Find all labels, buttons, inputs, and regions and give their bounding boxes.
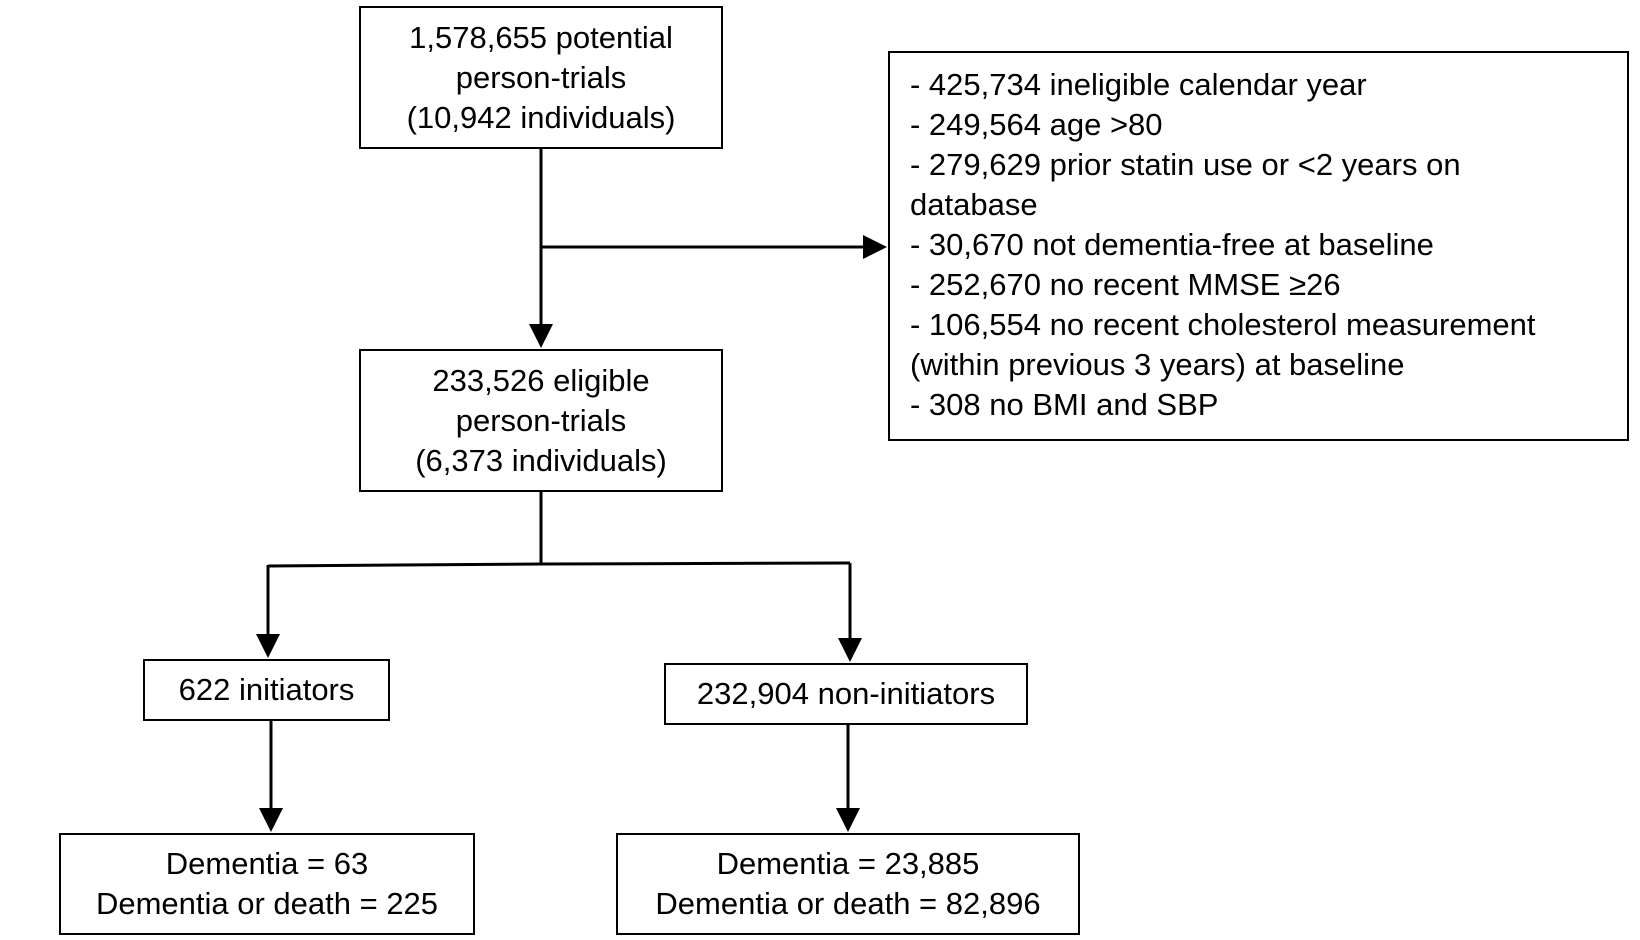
exclusion-item: - 249,564 age >80 <box>910 107 1163 142</box>
initiators-outcomes-box: Dementia = 63 Dementia or death = 225 <box>59 833 475 935</box>
split-bar-line <box>267 561 851 568</box>
eligible-person-trials-box: 233,526 eligible person-trials (6,373 in… <box>359 349 723 492</box>
exclusion-item: - 252,670 no recent MMSE ≥26 <box>910 267 1341 302</box>
exclusion-item: - 425,734 ineligible calendar year <box>910 67 1367 102</box>
initiators-text: 622 initiators <box>178 672 355 707</box>
exclusion-item: - 279,629 prior statin use or <2 years o… <box>910 147 1461 182</box>
non-initiators-box: 232,904 non-initiators <box>664 663 1028 725</box>
initiators-dementia-text: Dementia = 63 <box>165 846 369 881</box>
eligible-unit-text: person-trials <box>455 402 627 438</box>
eligible-individuals-text: (6,373 individuals) <box>415 442 667 478</box>
initiators-dementia-or-death-text: Dementia or death = 225 <box>95 886 439 921</box>
exclusion-item: database <box>910 187 1038 222</box>
initiators-box: 622 initiators <box>143 659 390 721</box>
exclusion-criteria-box: - 425,734 ineligible calendar year - 249… <box>888 51 1629 441</box>
non-initiators-dementia-text: Dementia = 23,885 <box>716 846 980 881</box>
non-initiators-outcomes-box: Dementia = 23,885 Dementia or death = 82… <box>616 833 1080 935</box>
exclusion-item: - 308 no BMI and SBP <box>910 387 1219 422</box>
eligible-count-text: 233,526 eligible <box>432 362 650 398</box>
potential-person-trials-box: 1,578,655 potential person-trials (10,94… <box>359 6 723 149</box>
potential-count-text: 1,578,655 potential <box>409 19 673 55</box>
non-initiators-dementia-or-death-text: Dementia or death = 82,896 <box>655 886 1041 921</box>
non-initiators-text: 232,904 non-initiators <box>696 676 996 711</box>
exclusion-item: - 106,554 no recent cholesterol measurem… <box>910 307 1536 342</box>
potential-individuals-text: (10,942 individuals) <box>406 99 676 135</box>
exclusion-item: (within previous 3 years) at baseline <box>910 347 1405 382</box>
potential-unit-text: person-trials <box>455 59 627 95</box>
exclusion-item: - 30,670 not dementia-free at baseline <box>910 227 1434 262</box>
